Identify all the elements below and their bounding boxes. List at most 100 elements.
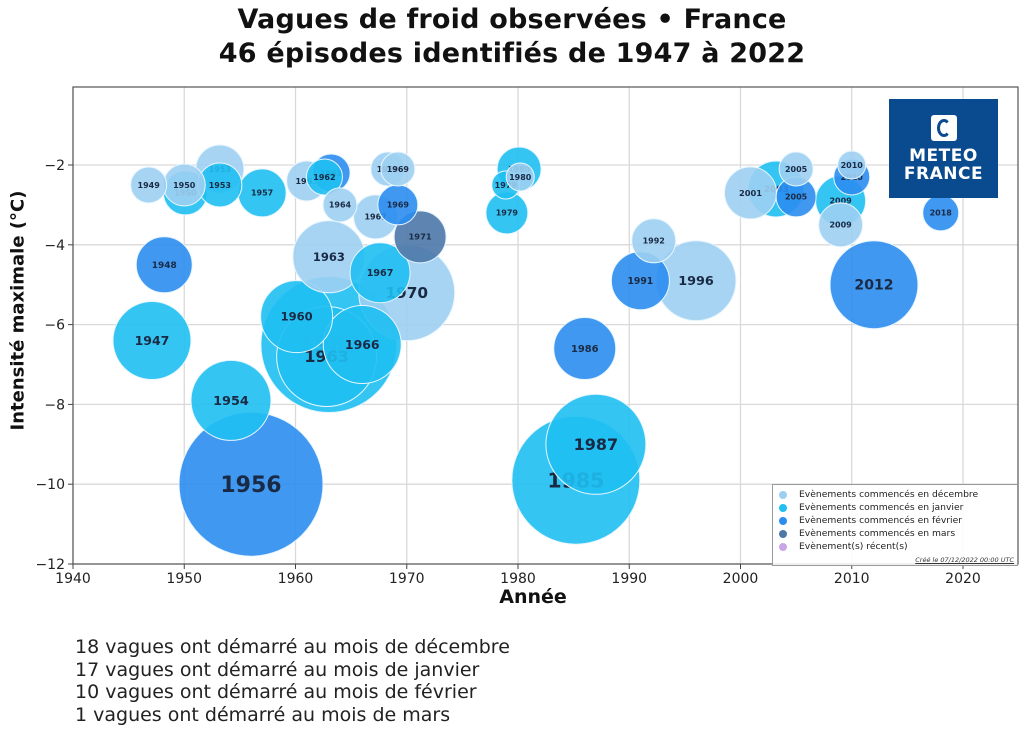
x-axis-label: Année <box>499 586 567 608</box>
bubble-1992: 1992 <box>631 218 677 264</box>
svg-text:1979: 1979 <box>496 209 519 218</box>
logo-line1: METEO <box>909 145 978 166</box>
svg-text:1947: 1947 <box>135 333 170 348</box>
svg-text:2020: 2020 <box>945 571 981 587</box>
bubble-2012: 2012 <box>829 240 919 330</box>
svg-text:−12: −12 <box>35 557 65 573</box>
summary-line-february: 10 vagues ont démarré au mois de février <box>75 681 477 703</box>
svg-text:−8: −8 <box>44 397 65 413</box>
svg-text:1980: 1980 <box>509 173 532 182</box>
summary-line-december: 18 vagues ont démarré au mois de décembr… <box>75 636 510 658</box>
svg-text:2018: 2018 <box>930 209 953 218</box>
bubble-1996: 1996 <box>655 240 737 322</box>
svg-text:−4: −4 <box>44 238 65 254</box>
legend-label: Evènement(s) récent(s) <box>799 541 908 552</box>
legend-dot-icon <box>779 503 787 512</box>
svg-text:2010: 2010 <box>841 161 864 170</box>
svg-text:1960: 1960 <box>281 310 313 324</box>
summary-line-march: 1 vagues ont démarré au mois de mars <box>75 703 451 726</box>
legend-label: Evènements commencés en mars <box>799 528 956 539</box>
logo-line2: FRANCE <box>903 163 984 184</box>
svg-text:1970: 1970 <box>389 571 425 587</box>
bubble-1969: 1969 <box>377 184 419 226</box>
svg-text:1979: 1979 <box>495 181 518 190</box>
svg-text:−10: −10 <box>35 477 65 493</box>
svg-text:1967: 1967 <box>364 213 386 222</box>
bubble-1971: 1971 <box>393 210 447 264</box>
bubble-2005: 2005 <box>778 151 814 187</box>
svg-text:1950: 1950 <box>166 571 202 587</box>
meteo-france-emblem-icon <box>930 114 957 141</box>
legend-label: Evènements commencés en janvier <box>799 502 964 513</box>
svg-text:−6: −6 <box>44 318 65 334</box>
svg-text:1987: 1987 <box>574 435 619 454</box>
legend-label: Evènements commencés en février <box>799 515 963 526</box>
svg-text:1956: 1956 <box>220 473 281 498</box>
svg-text:1953: 1953 <box>209 181 231 190</box>
svg-text:1969: 1969 <box>387 201 410 210</box>
svg-text:2005: 2005 <box>785 193 808 202</box>
summary-text: 18 vagues ont démarré au mois de décembr… <box>75 636 510 726</box>
bubble-1947: 1947 <box>112 301 192 381</box>
bubble-2009: 2009 <box>818 202 864 248</box>
bubble-2010: 2010 <box>837 150 867 180</box>
svg-text:2012: 2012 <box>854 278 893 294</box>
bubbles: 1956196319851963198719702012195419961947… <box>112 144 960 557</box>
chart-title-line2: 46 épisodes identifiés de 1947 à 2022 <box>218 38 806 69</box>
legend-dot-icon <box>779 516 787 525</box>
bubble-1987: 1987 <box>545 393 647 495</box>
bubble-1963: 1963 <box>292 220 366 294</box>
bubble-1957: 1957 <box>237 168 287 218</box>
bubble-1960: 1960 <box>260 280 334 354</box>
svg-text:1992: 1992 <box>643 237 665 246</box>
svg-text:2001: 2001 <box>739 188 762 198</box>
bubble-1949: 1949 <box>130 166 168 204</box>
svg-text:2010: 2010 <box>834 571 870 587</box>
chart-title-line1: Vagues de froid observées • France <box>237 4 787 35</box>
bubble-1956: 1956 <box>178 411 324 557</box>
svg-text:1963: 1963 <box>313 250 345 264</box>
svg-text:1954: 1954 <box>213 394 249 409</box>
svg-text:2009: 2009 <box>829 221 852 230</box>
bubble-1966: 1966 <box>322 305 402 385</box>
chart-legend: Evènements commencés en décembre Evèneme… <box>772 484 1018 566</box>
bubble-1954: 1954 <box>190 359 272 441</box>
legend-dot-icon <box>779 490 787 499</box>
svg-text:2005: 2005 <box>785 165 808 174</box>
legend-dot-icon <box>779 542 787 551</box>
legend-label: Evènements commencés en décembre <box>799 489 979 500</box>
svg-text:1971: 1971 <box>409 232 432 242</box>
bubble-1967: 1967 <box>349 242 411 304</box>
svg-text:1991: 1991 <box>627 276 653 287</box>
bubble-2018: 2018 <box>922 194 960 232</box>
svg-text:2009: 2009 <box>829 197 852 206</box>
legend-item-december: Evènements commencés en décembre <box>773 488 1017 501</box>
svg-text:1996: 1996 <box>678 274 714 289</box>
svg-text:1986: 1986 <box>571 344 599 355</box>
legend-item-february: Evènements commencés en février <box>773 514 1017 527</box>
svg-text:1969: 1969 <box>387 165 410 174</box>
svg-text:1967: 1967 <box>367 268 394 279</box>
svg-text:1957: 1957 <box>251 189 273 198</box>
svg-text:1980: 1980 <box>500 571 536 587</box>
bubble-1986: 1986 <box>553 317 617 381</box>
summary-line-january: 17 vagues ont démarré au mois de janvier <box>75 658 480 681</box>
bubble-1948: 1948 <box>135 236 193 294</box>
meteo-france-logo: METEO FRANCE <box>889 99 998 198</box>
legend-item-march: Evènements commencés en mars <box>773 527 1017 540</box>
svg-text:1990: 1990 <box>611 571 647 587</box>
bubble-1953: 1953 <box>197 162 243 208</box>
svg-text:1948: 1948 <box>152 261 177 271</box>
legend-item-recent: Evènement(s) récent(s) <box>773 540 1017 553</box>
svg-text:1960: 1960 <box>278 571 314 587</box>
bubble-1969: 1969 <box>380 151 416 187</box>
svg-text:1964: 1964 <box>329 201 352 210</box>
bubble-2001: 2001 <box>724 166 778 220</box>
bubble-1980: 1980 <box>505 162 535 192</box>
svg-text:1962: 1962 <box>313 173 335 182</box>
svg-text:2000: 2000 <box>723 571 759 587</box>
y-axis-label: Intensité maximale (°C) <box>7 190 29 431</box>
legend-item-january: Evènements commencés en janvier <box>773 501 1017 514</box>
bubble-1950: 1950 <box>162 163 206 207</box>
axes: 1940 1950 1960 1970 1980 1990 2000 2010 2020 −12 −… <box>35 86 1019 587</box>
